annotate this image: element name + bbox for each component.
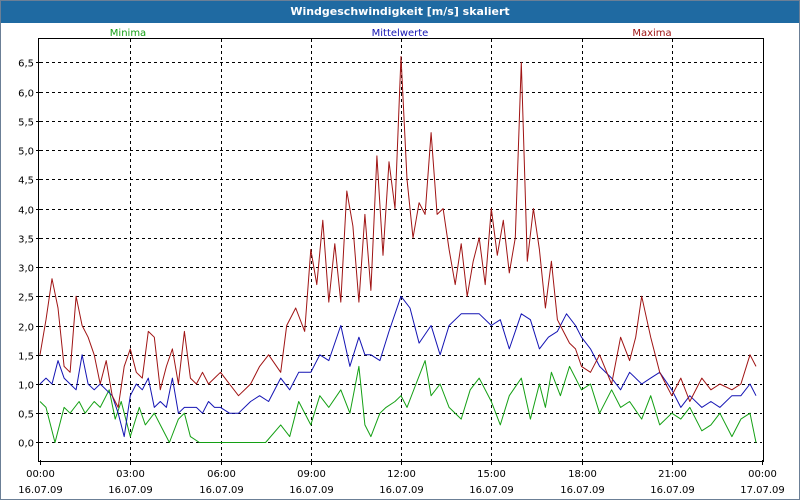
xtick-time-label: 12:00 (387, 469, 416, 480)
xtick-time-label: 21:00 (658, 469, 687, 480)
xtick-date-label: 17.07.09 (740, 485, 785, 496)
xtick-date-label: 16.07.09 (199, 485, 244, 496)
series-mittelwerte (39, 295, 757, 438)
legend-mittelwerte: Mittelwerte (372, 28, 429, 39)
xtick-date-label: 16.07.09 (650, 485, 695, 496)
xtick-date-label: 16.07.09 (379, 485, 424, 496)
ytick-label: 5,5 (18, 118, 34, 129)
axis-ticks: 0,0 0,5 1,0 1,5 2,0 2,5 3,0 3,5 4,0 4,5 5,0 5,5 6,0 6… (18, 59, 785, 497)
ytick-label: 1,0 (18, 381, 34, 392)
xtick-time-label: 18:00 (568, 469, 597, 480)
xtick-date-label: 16.07.09 (108, 485, 153, 496)
legend-maxima: Maxima (632, 28, 671, 39)
series-minima (39, 360, 757, 443)
ytick-label: 2,5 (18, 293, 34, 304)
xtick-time-label: 03:00 (116, 469, 145, 480)
window-title: Windgeschwindigkeit [m/s] skaliert (1, 1, 799, 23)
ytick-label: 6,0 (18, 89, 34, 100)
xtick-date-label: 16.07.09 (18, 485, 63, 496)
ytick-label: 6,5 (18, 59, 34, 70)
series-maxima (39, 56, 757, 408)
ytick-label: 4,5 (18, 176, 34, 187)
series-lines (39, 56, 757, 443)
xtick-time-label: 00:00 (748, 469, 777, 480)
xtick-date-label: 16.07.09 (469, 485, 514, 496)
xtick-date-label: 16.07.09 (560, 485, 605, 496)
ytick-label: 5,0 (18, 147, 34, 158)
xtick-date-label: 16.07.09 (289, 485, 334, 496)
xtick-time-label: 06:00 (207, 469, 236, 480)
legend-minima: Minima (110, 28, 146, 39)
ytick-label: 3,0 (18, 264, 34, 275)
xtick-time-label: 15:00 (477, 469, 506, 480)
xtick-time-label: 09:00 (297, 469, 326, 480)
ytick-label: 3,5 (18, 235, 34, 246)
ytick-label: 0,0 (18, 439, 34, 450)
xtick-time-label: 00:00 (26, 469, 55, 480)
ytick-label: 2,0 (18, 323, 34, 334)
ytick-label: 1,5 (18, 352, 34, 363)
grid-lines (40, 39, 762, 460)
ytick-label: 4,0 (18, 206, 34, 217)
ytick-label: 0,5 (18, 410, 34, 421)
